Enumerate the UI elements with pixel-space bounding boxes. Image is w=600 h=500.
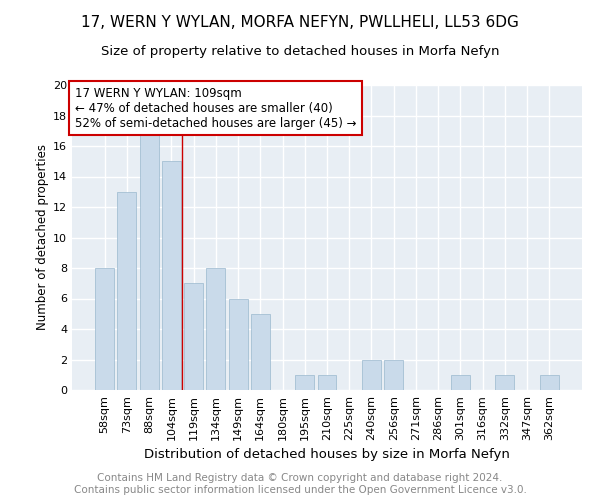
Text: 17, WERN Y WYLAN, MORFA NEFYN, PWLLHELI, LL53 6DG: 17, WERN Y WYLAN, MORFA NEFYN, PWLLHELI,…	[81, 15, 519, 30]
Bar	[496, 375, 514, 390]
X-axis label: Distribution of detached houses by size in Morfa Nefyn: Distribution of detached houses by size …	[144, 448, 510, 461]
Bar	[206, 268, 225, 390]
Bar	[540, 375, 559, 390]
Bar	[251, 314, 270, 390]
Bar	[162, 161, 181, 390]
Bar	[140, 130, 158, 390]
Text: Contains HM Land Registry data © Crown copyright and database right 2024.
Contai: Contains HM Land Registry data © Crown c…	[74, 474, 526, 495]
Bar	[229, 298, 248, 390]
Y-axis label: Number of detached properties: Number of detached properties	[36, 144, 49, 330]
Bar	[118, 192, 136, 390]
Bar	[95, 268, 114, 390]
Bar	[295, 375, 314, 390]
Bar	[317, 375, 337, 390]
Bar	[384, 360, 403, 390]
Bar	[184, 283, 203, 390]
Bar	[362, 360, 381, 390]
Text: Size of property relative to detached houses in Morfa Nefyn: Size of property relative to detached ho…	[101, 45, 499, 58]
Bar	[451, 375, 470, 390]
Text: 17 WERN Y WYLAN: 109sqm
← 47% of detached houses are smaller (40)
52% of semi-de: 17 WERN Y WYLAN: 109sqm ← 47% of detache…	[74, 86, 356, 130]
